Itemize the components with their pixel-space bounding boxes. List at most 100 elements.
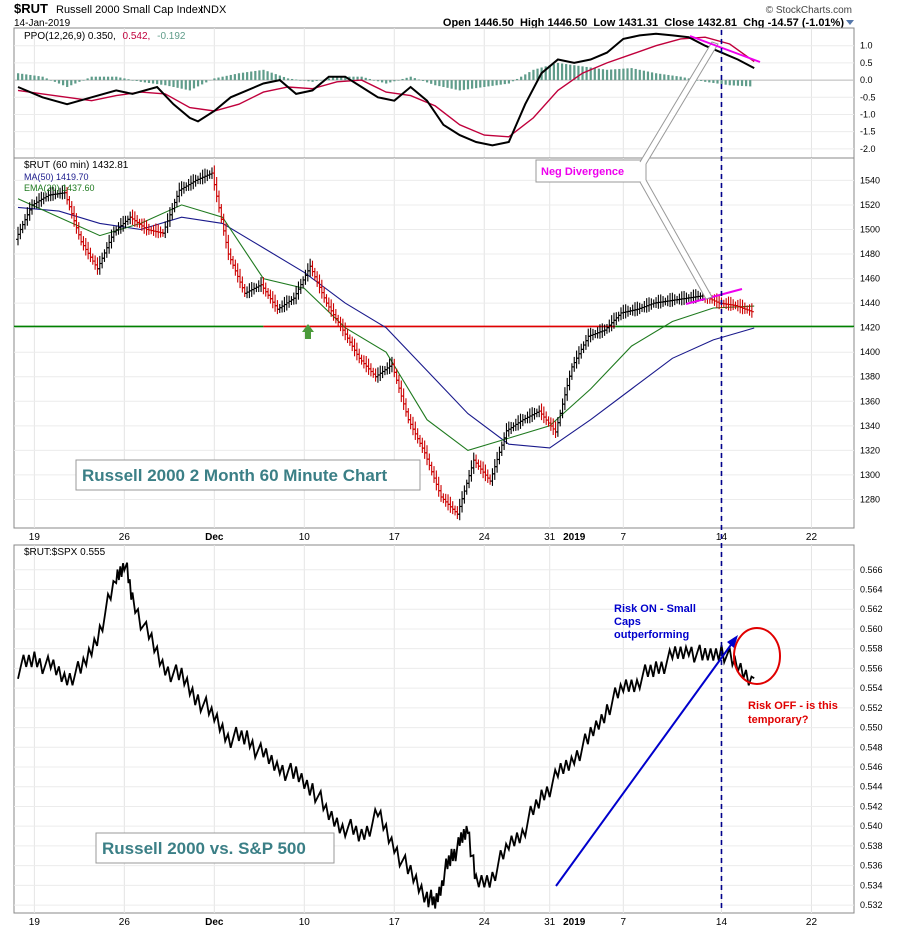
ppo-histogram-bar [597, 68, 600, 81]
ppo-histogram-bar [732, 80, 735, 86]
ratio-tick-label: 0.550 [860, 723, 883, 733]
ppo-histogram-bar [98, 76, 101, 81]
x-tick-label: 7 [621, 532, 627, 543]
ppo-histogram-bar [663, 74, 666, 81]
ppo-histogram-bar [250, 71, 253, 81]
ppo-histogram-bar [413, 78, 416, 81]
ppo-histogram-bar [376, 80, 380, 82]
ppo-histogram-bar [671, 75, 674, 81]
ppo-histogram-bar [70, 80, 73, 86]
ppo-histogram-bar [303, 80, 306, 81]
ratio-tick-label: 0.544 [860, 782, 883, 792]
ppo-histogram-bar [577, 65, 580, 81]
header-ohlc: Open 1446.50 High 1446.50 Low 1431.31 Cl… [443, 17, 844, 29]
ppo-histogram-bar [434, 80, 437, 86]
ppo-histogram-bar [548, 65, 551, 81]
ppo-histogram-bar [466, 80, 470, 90]
ppo-histogram-bar [479, 80, 482, 88]
ppo-histogram-bar [37, 76, 40, 81]
ppo-histogram-bar [340, 76, 343, 81]
ppo-histogram-bar [188, 80, 191, 91]
ppo-histogram-bar [426, 80, 429, 83]
ppo-histogram-bar [278, 75, 281, 81]
ppo-histogram-bar [254, 70, 257, 81]
ppo-histogram-bar [160, 80, 163, 85]
ratio-tick-label: 0.548 [860, 742, 883, 752]
ratio-tick-label: 0.534 [860, 880, 883, 890]
header-dropdown-icon[interactable] [846, 20, 854, 25]
ratio-tick-label: 0.566 [860, 565, 883, 575]
ppo-histogram-bar [291, 78, 294, 81]
ppo-tick-label: -1.0 [860, 109, 876, 119]
ma50-line [17, 206, 755, 449]
x-tick-label: 24 [479, 917, 491, 928]
ppo-histogram-bar [168, 80, 171, 87]
x-tick-label: 22 [806, 917, 818, 928]
ppo-histogram-bar [536, 68, 539, 81]
ppo-histogram-bar [274, 74, 277, 81]
ratio-tick-label: 0.564 [860, 585, 883, 595]
ppo-legend-hist: -0.192 [157, 31, 186, 42]
ppo-histogram-bar [708, 80, 711, 83]
ppo-histogram-bar [560, 63, 564, 81]
ppo-histogram-bar [143, 80, 146, 83]
x-tick-label: 19 [29, 532, 41, 543]
ppo-histogram-bar [503, 80, 506, 85]
ppo-histogram-bar [90, 76, 93, 81]
price-legend: $RUT (60 min) 1432.81 [24, 160, 129, 171]
ppo-histogram-bar [475, 80, 478, 89]
ppo-histogram-bar [454, 80, 457, 90]
ppo-histogram-bar [41, 76, 44, 81]
ppo-histogram-bar [372, 80, 376, 81]
ratio-panel: 0.566 0.564 0.562 0.560 0.558 0.556 0.554 0.552… [13, 544, 883, 914]
ppo-histogram-bar [258, 70, 261, 81]
ppo-histogram-bar [135, 80, 138, 81]
ppo-histogram-bar [401, 78, 404, 81]
price-chart-title: Russell 2000 2 Month 60 Minute Chart [82, 466, 387, 485]
header-exchange: INDX [200, 4, 227, 16]
ppo-histogram-bar [381, 80, 384, 83]
ratio-tick-label: 0.558 [860, 644, 883, 654]
x-tick-label: 19 [29, 917, 41, 928]
ppo-histogram-bar [683, 77, 686, 81]
ppo-histogram-bar [405, 77, 408, 81]
x-tick-label: 31 [544, 532, 556, 543]
ppo-histogram-bar [507, 80, 510, 84]
ppo-histogram-bar [233, 74, 236, 81]
ppo-histogram-bar [94, 76, 97, 81]
ema20-legend: EMA(20) 1437.60 [24, 183, 95, 193]
ratio-tick-label: 0.536 [860, 861, 883, 871]
ppo-histogram-bar [626, 68, 629, 81]
price-tick-label: 1520 [860, 200, 880, 210]
ppo-histogram-bar [172, 80, 175, 87]
ppo-histogram-bar [102, 76, 106, 81]
ppo-histogram-bar [438, 80, 441, 87]
ppo-histogram-bar [286, 78, 290, 81]
ppo-histogram-bar [33, 75, 36, 81]
ppo-tick-label: 0.0 [860, 75, 873, 85]
ppo-histogram-bar [618, 68, 621, 81]
ppo-histogram-bar [630, 68, 633, 81]
risk-on-label: Risk ON - Small Caps outperforming [614, 603, 699, 641]
x-tick-label: 10 [299, 532, 311, 543]
ppo-histogram-bar [86, 78, 89, 81]
ppo-histogram-bar [515, 78, 519, 81]
ratio-title-box [95, 832, 335, 864]
ppo-histogram-bar [344, 76, 347, 81]
ppo-tick-label: -0.5 [860, 92, 876, 102]
ppo-histogram-bar [638, 69, 641, 81]
ppo-histogram-bar [462, 80, 466, 90]
ppo-histogram-bar [716, 80, 719, 84]
ppo-histogram-bar [397, 80, 400, 81]
ppo-histogram-bar [262, 69, 265, 81]
ppo-histogram-bar [106, 76, 110, 81]
ppo-histogram-bar [364, 77, 367, 81]
ppo-histogram-bar [17, 73, 20, 81]
ppo-histogram-bar [659, 73, 662, 81]
ppo-histogram-bar [679, 76, 682, 81]
ppo-histogram-bar [25, 74, 28, 81]
ppo-panel: 1.0 0.5 0.0 -0.5 -1.0 -1.5 -2.0 PPO(12,26,9) 0… [13, 27, 876, 159]
ppo-histogram-bar [139, 80, 142, 82]
x-tick-label: Dec [205, 917, 224, 928]
